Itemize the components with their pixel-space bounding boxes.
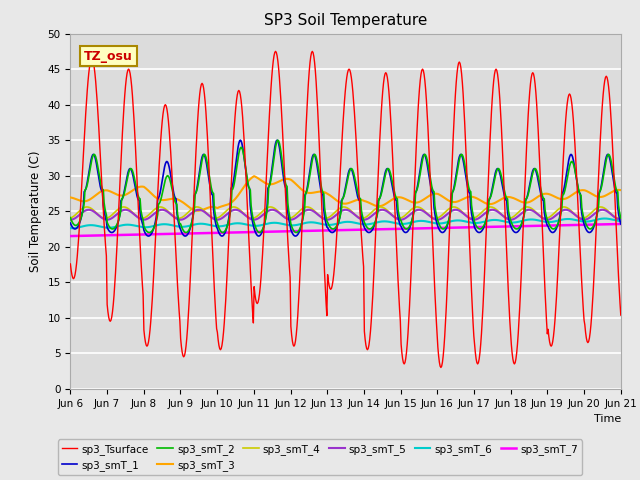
sp3_smT_3 — [194, 208, 202, 214]
sp3_smT_5 — [429, 216, 437, 221]
sp3_smT_6 — [429, 220, 437, 226]
sp3_smT_6 — [219, 223, 227, 229]
Legend: sp3_Tsurface, sp3_smT_1, sp3_smT_2, sp3_smT_3, sp3_smT_4, sp3_smT_5, sp3_smT_6, : sp3_Tsurface, sp3_smT_1, sp3_smT_2, sp3_… — [58, 439, 582, 475]
sp3_smT_6 — [413, 218, 421, 224]
sp3_Tsurface — [218, 342, 226, 348]
sp3_smT_1 — [617, 221, 625, 227]
sp3_smT_7 — [413, 226, 420, 231]
sp3_Tsurface — [189, 217, 196, 223]
sp3_smT_1 — [414, 181, 422, 187]
Line: sp3_smT_7: sp3_smT_7 — [70, 224, 621, 236]
sp3_smT_2 — [617, 215, 625, 221]
sp3_smT_1 — [133, 193, 141, 199]
sp3_smT_3 — [77, 198, 84, 204]
sp3_smT_3 — [430, 191, 438, 197]
sp3_smT_4 — [77, 207, 84, 213]
sp3_smT_2 — [430, 189, 438, 194]
sp3_smT_5 — [67, 217, 74, 223]
sp3_smT_1 — [145, 233, 152, 239]
sp3_smT_4 — [133, 214, 141, 219]
sp3_smT_5 — [190, 209, 198, 215]
sp3_Tsurface — [617, 312, 625, 318]
Y-axis label: Soil Temperature (C): Soil Temperature (C) — [29, 150, 42, 272]
X-axis label: Time: Time — [593, 414, 621, 424]
sp3_smT_6 — [617, 218, 625, 224]
sp3_smT_4 — [395, 216, 403, 221]
sp3_smT_3 — [617, 187, 625, 193]
sp3_smT_2 — [219, 229, 227, 235]
sp3_smT_2 — [67, 215, 74, 220]
sp3_smT_3 — [67, 194, 74, 200]
Line: sp3_smT_1: sp3_smT_1 — [70, 140, 621, 236]
sp3_smT_5 — [77, 211, 84, 217]
sp3_smT_1 — [219, 233, 227, 239]
sp3_smT_7 — [617, 221, 625, 227]
sp3_smT_5 — [219, 215, 227, 220]
Line: sp3_smT_3: sp3_smT_3 — [70, 176, 621, 211]
Line: sp3_smT_6: sp3_smT_6 — [70, 218, 621, 228]
sp3_Tsurface — [272, 48, 280, 54]
Line: sp3_Tsurface: sp3_Tsurface — [70, 51, 621, 368]
sp3_smT_6 — [68, 225, 76, 231]
sp3_smT_2 — [145, 229, 153, 235]
Line: sp3_smT_2: sp3_smT_2 — [70, 140, 621, 232]
sp3_smT_5 — [413, 207, 421, 213]
sp3_smT_4 — [67, 215, 74, 221]
sp3_smT_2 — [190, 210, 198, 216]
sp3_smT_1 — [190, 207, 198, 213]
sp3_smT_3 — [133, 185, 141, 191]
Line: sp3_smT_5: sp3_smT_5 — [70, 210, 621, 220]
sp3_smT_1 — [237, 137, 244, 143]
sp3_Tsurface — [437, 365, 445, 371]
sp3_smT_1 — [77, 218, 84, 224]
sp3_smT_5 — [85, 207, 93, 213]
sp3_smT_7 — [133, 232, 141, 238]
sp3_smT_3 — [250, 173, 258, 179]
sp3_smT_3 — [219, 203, 227, 209]
sp3_smT_1 — [430, 204, 438, 210]
sp3_smT_2 — [133, 188, 141, 194]
sp3_Tsurface — [429, 252, 437, 258]
sp3_Tsurface — [77, 208, 84, 214]
sp3_smT_4 — [430, 215, 438, 221]
sp3_smT_1 — [67, 220, 74, 226]
sp3_smT_4 — [414, 204, 422, 210]
sp3_smT_2 — [414, 183, 422, 189]
Text: TZ_osu: TZ_osu — [84, 49, 133, 62]
sp3_smT_6 — [134, 223, 141, 229]
sp3_smT_5 — [134, 215, 141, 220]
sp3_Tsurface — [67, 261, 74, 267]
sp3_smT_3 — [189, 207, 196, 213]
sp3_smT_4 — [413, 204, 421, 210]
Title: SP3 Soil Temperature: SP3 Soil Temperature — [264, 13, 428, 28]
Line: sp3_smT_4: sp3_smT_4 — [70, 207, 621, 218]
sp3_Tsurface — [133, 176, 141, 181]
sp3_smT_7 — [77, 233, 84, 239]
sp3_smT_2 — [77, 217, 84, 223]
sp3_smT_5 — [617, 217, 625, 223]
sp3_smT_6 — [601, 216, 609, 221]
sp3_smT_4 — [617, 215, 625, 221]
sp3_Tsurface — [413, 124, 421, 130]
sp3_smT_7 — [67, 233, 74, 239]
sp3_smT_6 — [67, 225, 74, 231]
sp3_smT_4 — [189, 205, 196, 211]
sp3_smT_7 — [218, 230, 226, 236]
sp3_smT_4 — [218, 212, 226, 218]
sp3_smT_6 — [77, 224, 85, 229]
sp3_smT_2 — [274, 137, 282, 143]
sp3_smT_6 — [190, 222, 198, 228]
sp3_smT_7 — [429, 225, 436, 231]
sp3_smT_3 — [414, 200, 422, 205]
sp3_smT_7 — [189, 230, 196, 236]
